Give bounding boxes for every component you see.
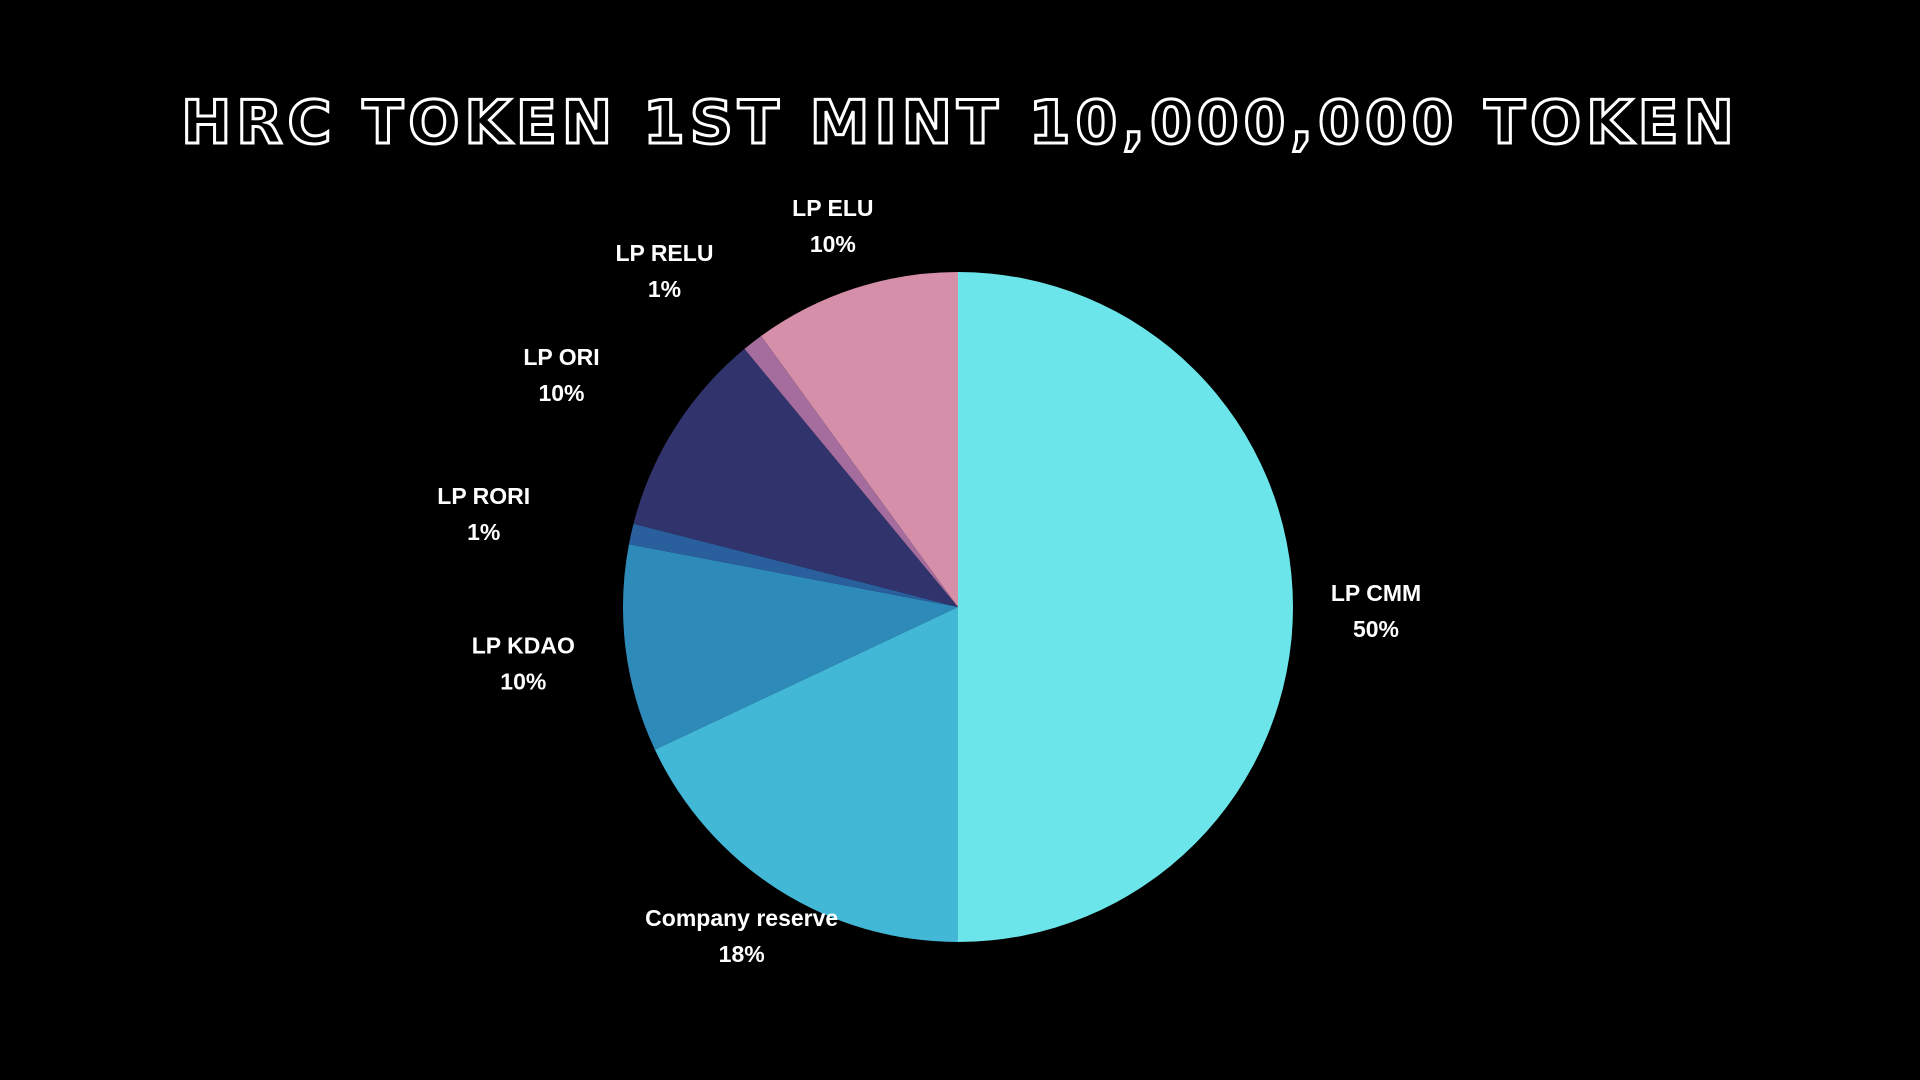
slice-label-lp-elu: LP ELU 10% bbox=[792, 195, 873, 257]
slice-label-value: 1% bbox=[467, 519, 500, 545]
slice-label-name: LP KDAO bbox=[472, 633, 575, 659]
slice-label-value: 10% bbox=[538, 380, 584, 406]
slice-label-name: LP RELU bbox=[615, 240, 713, 266]
slice-label-value: 1% bbox=[648, 276, 681, 302]
slice-label-name: LP ORI bbox=[523, 344, 599, 370]
slice-label-value: 10% bbox=[500, 669, 546, 695]
pie-slice-lp-elu bbox=[761, 272, 958, 607]
slice-label-lp-ori: LP ORI 10% bbox=[523, 344, 599, 406]
pie-slices bbox=[623, 272, 1293, 942]
slice-label-lp-cmm: LP CMM 50% bbox=[1331, 580, 1421, 642]
pie-slice-company-reserve bbox=[654, 607, 958, 942]
pie-slice-lp-relu bbox=[744, 335, 958, 607]
slice-label-name: LP RORI bbox=[437, 483, 530, 509]
slice-label-name: LP ELU bbox=[792, 195, 873, 221]
slice-label-lp-rori: LP RORI 1% bbox=[437, 483, 530, 545]
slice-label-value: 10% bbox=[810, 231, 856, 257]
slice-label-company-reserve: Company reserve 18% bbox=[645, 905, 838, 967]
pie-slice-lp-kdao bbox=[623, 544, 958, 750]
slice-label-lp-relu: LP RELU 1% bbox=[615, 240, 713, 302]
slice-label-value: 50% bbox=[1353, 616, 1399, 642]
pie-slice-lp-cmm bbox=[958, 272, 1293, 942]
pie-slice-lp-ori bbox=[633, 348, 958, 607]
pie-slice-lp-rori bbox=[628, 523, 958, 607]
slice-label-name: LP CMM bbox=[1331, 580, 1421, 606]
chart-title: HRC Token 1st Mint 10,000,000 Token bbox=[180, 87, 1739, 160]
slice-label-value: 18% bbox=[719, 941, 765, 967]
slice-label-name: Company reserve bbox=[645, 905, 838, 931]
pie-labels: LP CMM 50%Company reserve 18%LP KDAO 10%LP … bbox=[437, 195, 1421, 967]
slice-label-lp-kdao: LP KDAO 10% bbox=[472, 633, 575, 695]
